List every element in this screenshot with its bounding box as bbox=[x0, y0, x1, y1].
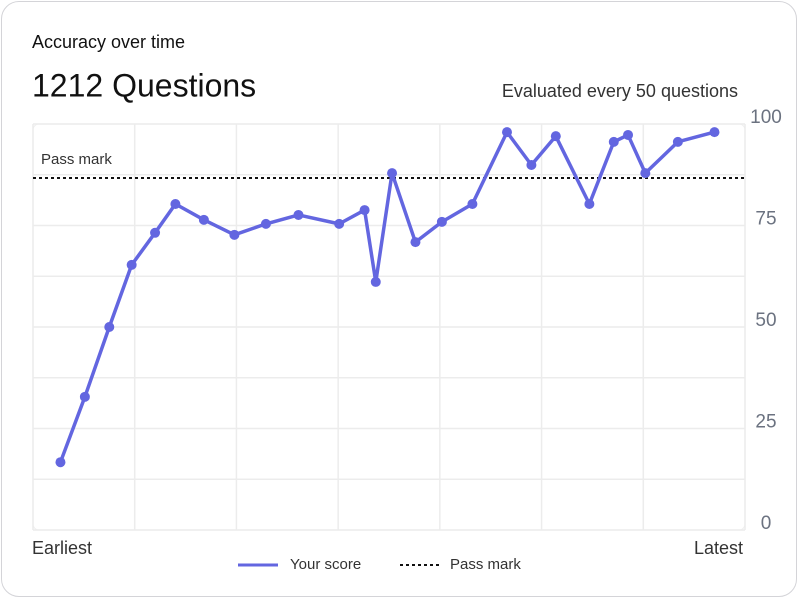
score-point bbox=[334, 218, 345, 229]
score-point bbox=[584, 198, 595, 209]
score-point bbox=[293, 209, 304, 220]
y-tick-label: 50 bbox=[755, 310, 776, 331]
score-line bbox=[58, 130, 715, 463]
x-tick-label: Earliest bbox=[32, 538, 92, 558]
score-point bbox=[79, 391, 90, 402]
score-point bbox=[198, 214, 209, 225]
score-point bbox=[550, 131, 561, 142]
score-point bbox=[623, 129, 634, 140]
score-point bbox=[640, 168, 651, 179]
score-point bbox=[126, 259, 137, 270]
score-point bbox=[410, 237, 421, 248]
headline: 1212 Questions bbox=[32, 67, 256, 103]
score-point bbox=[260, 218, 271, 229]
y-tick-label: 75 bbox=[755, 209, 776, 230]
score-point bbox=[467, 198, 478, 209]
legend-label: Your score bbox=[290, 556, 361, 573]
score-point bbox=[709, 127, 720, 138]
y-tick-label: 0 bbox=[761, 513, 772, 534]
score-point bbox=[501, 127, 512, 138]
subtitle: Evaluated every 50 questions bbox=[502, 81, 738, 101]
score-point bbox=[55, 457, 66, 468]
score-point bbox=[672, 136, 683, 147]
score-point bbox=[526, 160, 537, 171]
score-point bbox=[436, 216, 447, 227]
legend-label: Pass mark bbox=[450, 556, 521, 573]
score-point bbox=[104, 322, 115, 332]
score-point bbox=[359, 205, 370, 216]
y-tick-label: 100 bbox=[750, 107, 782, 128]
score-point bbox=[608, 136, 619, 147]
score-point bbox=[170, 198, 181, 209]
pass-mark-label: Pass mark bbox=[41, 151, 112, 168]
score-point bbox=[370, 276, 381, 287]
score-point bbox=[229, 229, 240, 240]
chart-title: Accuracy over time bbox=[32, 32, 185, 52]
score-point bbox=[387, 168, 398, 179]
y-tick-label: 25 bbox=[755, 412, 776, 433]
score-point bbox=[150, 227, 161, 238]
x-tick-label: Latest bbox=[694, 538, 743, 558]
